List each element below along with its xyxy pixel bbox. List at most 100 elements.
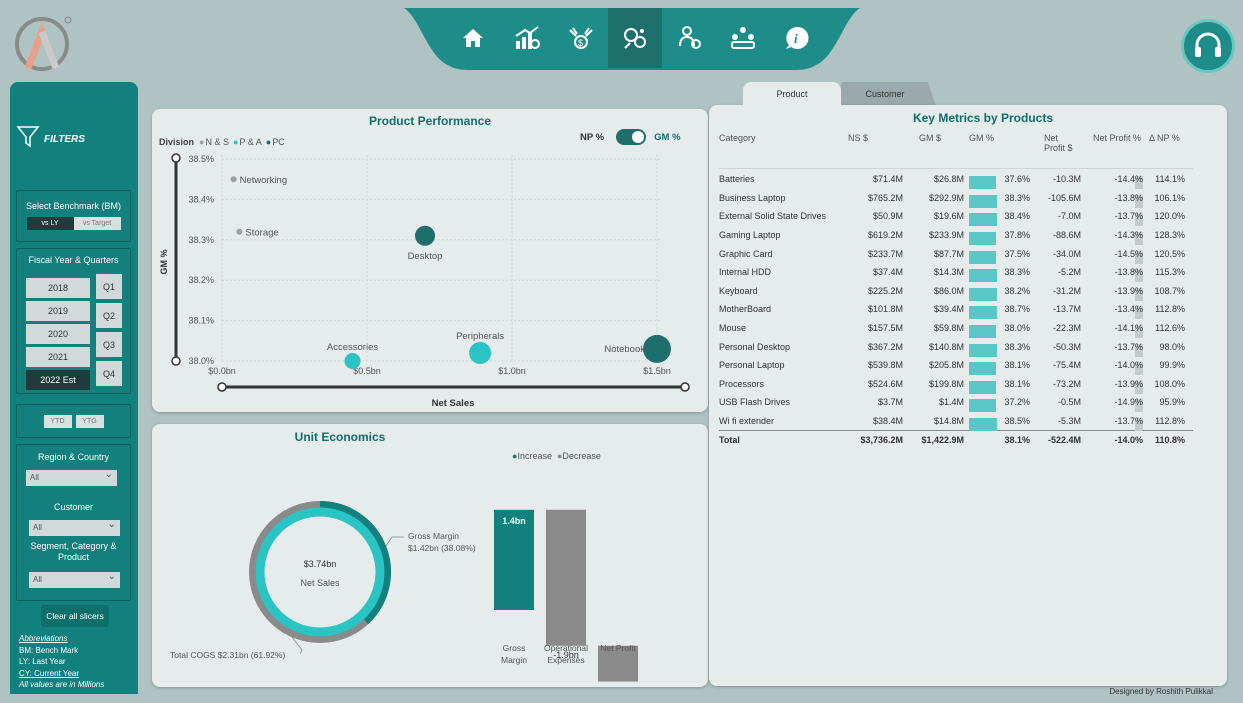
table-row[interactable]: Mouse $157.5M $59.8M 38.0% -22.3M -14.1% 112.6… <box>719 319 1193 339</box>
scatter-point[interactable] <box>236 228 243 235</box>
table-row[interactable]: Business Laptop $765.2M $292.9M 38.3% -105.6… <box>719 189 1193 208</box>
benchmark-vs-target-button[interactable]: vs Target <box>73 217 121 230</box>
scatter-point[interactable] <box>230 176 237 183</box>
cell-text: $205.8M <box>928 360 964 371</box>
table-row[interactable]: Personal Laptop $539.8M $205.8M 38.1% -75.4M… <box>719 356 1193 376</box>
legend-title: Division <box>159 137 195 147</box>
cell-net-profit: -10.3M <box>1030 174 1081 184</box>
cell-text: -14.4% <box>1114 174 1143 185</box>
year-2022-est-button[interactable]: 2022 Est <box>26 370 90 390</box>
total-label: Total <box>719 435 740 446</box>
year-2019-button[interactable]: 2019 <box>26 301 90 321</box>
cell-text: 38.0% <box>1004 323 1030 334</box>
net-profit-pct-bar <box>1135 325 1143 339</box>
ytg-button[interactable]: YTG <box>75 415 104 428</box>
waterfall-category-label: Margin <box>501 655 527 665</box>
table-row[interactable]: Internal HDD $37.4M $14.3M 38.3% -5.2M -13.8%… <box>719 263 1193 283</box>
x-tick-label: $0.0bn <box>208 366 236 376</box>
cell-delta-np: 112.6% <box>1143 323 1185 333</box>
header-gm-pct[interactable]: GM % <box>969 133 995 143</box>
nav-home-button[interactable] <box>446 8 500 68</box>
net-profit-pct-bar <box>1135 287 1143 301</box>
cell-text: 114.1% <box>1155 174 1185 185</box>
cell-text: $101.8M <box>867 304 903 315</box>
cell-gm-pct: 38.3% <box>964 342 1030 357</box>
customer-dropdown[interactable]: All <box>29 517 120 536</box>
ytd-button[interactable]: YTD <box>43 415 72 428</box>
year-2020-button[interactable]: 2020 <box>26 324 90 344</box>
nav-growth-button[interactable] <box>500 8 554 68</box>
scatter-point[interactable] <box>415 225 435 246</box>
header-net-profit-pct[interactable]: Net Profit % <box>1093 133 1142 143</box>
nav-team-button[interactable] <box>716 8 770 68</box>
support-button[interactable] <box>1181 19 1235 73</box>
cell-net-profit: -0.5M <box>1030 397 1081 407</box>
table-row[interactable]: Gaming Laptop $619.2M $233.9M 37.8% -88.6M -1… <box>719 226 1193 246</box>
gm-pct-bar <box>969 232 997 246</box>
cell-text: MotherBoard <box>719 304 772 315</box>
year-2021-button[interactable]: 2021 <box>26 347 90 367</box>
x-slider-handle-right[interactable] <box>680 382 690 392</box>
header-category[interactable]: Category <box>719 133 756 143</box>
scatter-point[interactable] <box>344 353 361 369</box>
x-slider-handle-left[interactable] <box>217 382 227 392</box>
legend-ns: N & S <box>205 137 229 147</box>
waterfall-bar[interactable] <box>598 645 638 682</box>
tab-product[interactable]: Product <box>743 82 841 106</box>
quarter-q2-button[interactable]: Q2 <box>96 303 122 328</box>
waterfall-bar[interactable] <box>546 509 586 646</box>
region-dropdown[interactable]: All <box>26 467 117 486</box>
cell-text: 37.8% <box>1004 230 1030 241</box>
header-gm[interactable]: GM $ <box>919 133 942 143</box>
cell-text: 37.5% <box>1004 248 1030 259</box>
filters-label: FILTERS <box>44 133 85 145</box>
quarter-q1-button[interactable]: Q1 <box>96 274 122 299</box>
clear-slicers-button[interactable]: Clear all slicers <box>41 605 109 627</box>
nav-finance-button[interactable]: $ <box>554 8 608 68</box>
y-slider-handle-bottom[interactable] <box>171 356 181 366</box>
waterfall-category-label: Gross <box>503 643 526 653</box>
cell-text: 120.0% <box>1154 211 1185 222</box>
cell-net-profit-pct: -14.5% <box>1081 249 1143 264</box>
quarter-q4-button[interactable]: Q4 <box>96 361 122 386</box>
table-row[interactable]: Batteries $71.4M $26.8M 37.6% -10.3M -14.4% 11… <box>719 170 1193 190</box>
header-delta-np[interactable]: Δ NP % <box>1149 133 1180 143</box>
nav-customer-button[interactable] <box>662 8 716 68</box>
table-row[interactable]: USB Flash Drives $3.7M $1.4M 37.2% -0.5M -14.… <box>719 393 1193 413</box>
cell-text: $367.2M <box>867 341 903 352</box>
point-label: Notebook <box>604 344 645 355</box>
y-tick-label: 38.2% <box>188 275 214 285</box>
table-row[interactable]: External Solid State Drives $50.9M $19.6M 3… <box>719 207 1193 227</box>
metric-toggle-switch[interactable] <box>616 129 647 145</box>
table-row[interactable]: Processors $524.6M $199.8M 38.1% -73.2M -13.9… <box>719 375 1193 394</box>
gross-margin-callout: Gross Margin $1.42bn (38.08%) <box>408 530 476 554</box>
cell-net-profit: -50.3M <box>1030 342 1081 352</box>
y-slider-handle-top[interactable] <box>171 153 181 163</box>
table-row[interactable]: Personal Desktop $367.2M $140.8M 38.3% -50.3… <box>719 337 1193 357</box>
tab-customer[interactable]: Customer <box>834 82 936 106</box>
cell-text: -5.2M <box>1057 267 1081 278</box>
table-row[interactable]: Graphic Card $233.7M $87.7M 37.5% -34.0M -14.… <box>719 244 1193 264</box>
waterfall-bar[interactable] <box>494 509 534 610</box>
cell-text: 38.1% <box>1004 378 1030 389</box>
nav-product-button[interactable] <box>608 8 662 68</box>
legend-pa: P & A <box>239 137 262 147</box>
quarter-q3-button[interactable]: Q3 <box>96 332 122 357</box>
donut-slice-gross-margin[interactable] <box>319 501 391 624</box>
benchmark-vs-ly-button[interactable]: vs LY <box>26 217 74 230</box>
table-row[interactable]: Keyboard $225.2M $86.0M 38.2% -31.2M -13.9% 10… <box>719 282 1193 301</box>
table-row[interactable]: Wi fi extender $38.4M $14.8M 38.5% -5.3M -13.… <box>719 412 1193 432</box>
segment-dropdown[interactable]: All <box>29 569 120 588</box>
header-net-profit[interactable]: Net Profit $ <box>1044 133 1073 153</box>
point-label: Peripherals <box>456 331 504 342</box>
cell-gm: $1.4M <box>903 397 964 407</box>
cell-text: -5.3M <box>1057 416 1081 427</box>
scatter-point[interactable] <box>643 334 671 363</box>
header-ns[interactable]: NS $ <box>848 133 869 143</box>
table-row[interactable]: MotherBoard $101.8M $39.4M 38.7% -13.7M -13.4… <box>719 300 1193 320</box>
cell-ns: $157.5M <box>843 323 903 333</box>
waterfall-category-label: Expenses <box>547 655 584 665</box>
scatter-point[interactable] <box>469 341 492 364</box>
nav-info-button[interactable]: i <box>770 8 824 68</box>
year-2018-button[interactable]: 2018 <box>26 278 90 298</box>
